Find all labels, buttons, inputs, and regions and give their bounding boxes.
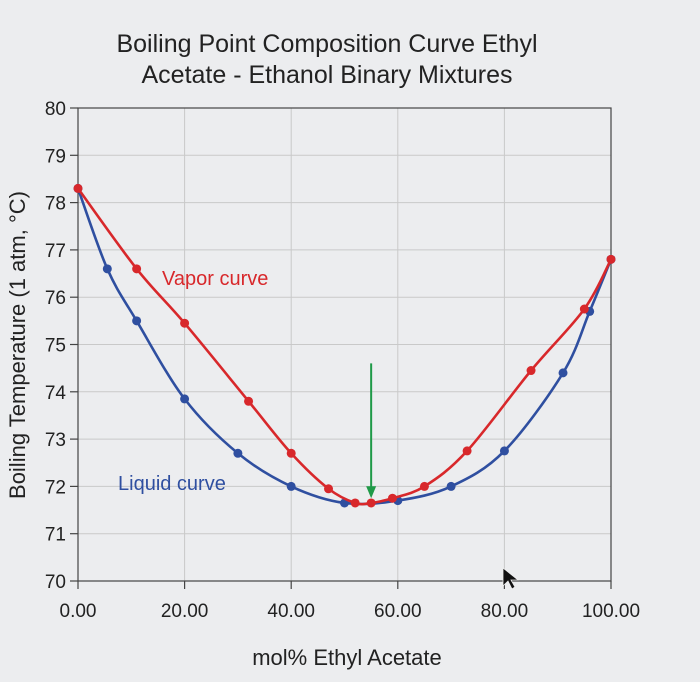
liquid-data-point [286, 481, 296, 491]
y-tick-label: 75 [45, 336, 66, 357]
vapor-data-point [387, 493, 397, 503]
x-axis-ticks: 0.00 20.00 40.00 60.00 80.00 100.00 [60, 581, 640, 622]
liquid-curve-label: Liquid curve [118, 473, 226, 495]
x-tick-label: 0.00 [60, 601, 97, 622]
gridlines [77, 107, 612, 582]
vapor-data-point [606, 254, 616, 264]
cursor-arrow-icon [502, 567, 520, 590]
vapor-curve-label: Vapor curve [162, 268, 268, 290]
vapor-data-point [180, 318, 190, 328]
vapor-data-point [132, 264, 142, 274]
x-tick-label: 60.00 [374, 601, 422, 622]
y-tick-label: 73 [45, 430, 66, 451]
y-tick-label: 74 [45, 383, 67, 404]
liquid-data-point [102, 264, 112, 274]
y-tick-label: 70 [45, 572, 66, 593]
y-tick-label: 71 [45, 525, 66, 546]
vapor-data-point [526, 366, 536, 376]
liquid-data-point [499, 446, 509, 456]
y-tick-label: 77 [45, 241, 66, 262]
y-tick-label: 76 [45, 288, 66, 309]
x-axis-label: mol% Ethyl Acetate [252, 645, 442, 670]
annotation-layer [366, 363, 377, 499]
liquid-data-point [446, 481, 456, 491]
x-tick-label: 100.00 [582, 601, 640, 622]
liquid-curve-line [76, 187, 613, 506]
y-tick-label: 80 [45, 99, 66, 120]
vapor-data-point [73, 183, 83, 193]
vapor-data-point [462, 446, 472, 456]
series-layer [73, 183, 616, 508]
liquid-data-point [558, 368, 568, 378]
y-axis-label: Boiling Temperature (1 atm, °C) [5, 191, 30, 499]
vapor-data-point [579, 304, 589, 314]
vapor-data-point [350, 498, 360, 508]
x-tick-label: 40.00 [267, 601, 315, 622]
chart-title-line-1: Boiling Point Composition Curve Ethyl [116, 30, 537, 58]
y-axis-ticks: 70 71 72 73 74 75 76 77 78 79 80 [45, 99, 78, 593]
vapor-data-point [286, 448, 296, 458]
vapor-curve-line [76, 187, 613, 506]
y-tick-label: 72 [45, 477, 66, 498]
y-tick-label: 78 [45, 194, 66, 215]
arrow-head [366, 486, 377, 499]
liquid-data-point [132, 316, 142, 326]
liquid-data-point [180, 394, 190, 404]
x-tick-label: 80.00 [481, 601, 529, 622]
liquid-data-point [233, 448, 243, 458]
chart-title-line-2: Acetate - Ethanol Binary Mixtures [142, 61, 513, 89]
y-tick-label: 79 [45, 146, 66, 167]
vapor-data-point [366, 498, 376, 508]
x-tick-label: 20.00 [161, 601, 209, 622]
vapor-data-point [244, 396, 254, 406]
vapor-data-point [419, 481, 429, 491]
vapor-data-point [324, 484, 334, 494]
